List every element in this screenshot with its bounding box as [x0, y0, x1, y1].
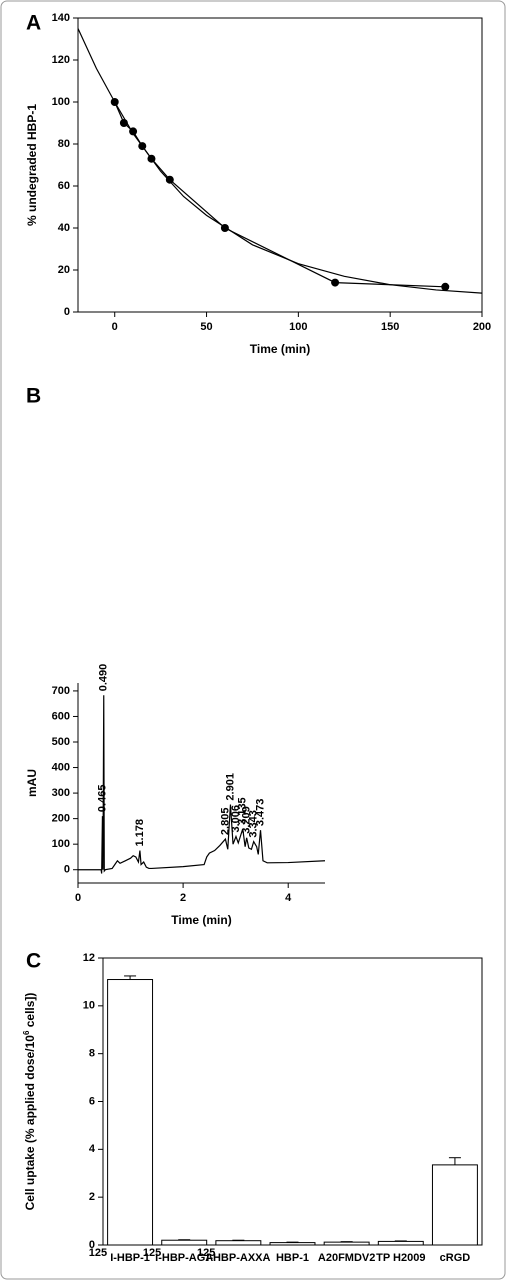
y-tick-label: 400	[52, 761, 70, 773]
y-tick-label: 100	[52, 838, 70, 850]
y-tick-label: 4	[89, 1143, 96, 1155]
y-tick-label: 20	[58, 264, 70, 276]
y-tick-label: 60	[58, 180, 70, 192]
y-tick-label: 140	[52, 12, 70, 24]
data-point	[441, 282, 450, 291]
y-tick-label: 600	[52, 710, 70, 722]
x-tick-label: TP H2009	[376, 1252, 425, 1264]
x-tick-label: A20FMDV2	[318, 1252, 375, 1264]
peak-label: 0.465	[96, 785, 108, 813]
x-tick-label: 50	[200, 321, 212, 333]
bar	[215, 1240, 262, 1246]
x-tick-label: I-HBP-1	[110, 1252, 150, 1264]
x-tick-label: HBP-1	[276, 1252, 309, 1264]
x-tick-label: 100	[289, 321, 307, 333]
y-tick-label: 10	[83, 1000, 95, 1012]
y-tick-label: 200	[52, 813, 70, 825]
data-line	[77, 28, 483, 294]
peak-label: 3.135	[237, 797, 249, 825]
y-tick-label: 80	[58, 138, 70, 150]
bar	[431, 1164, 478, 1246]
y-tick-label: 0	[64, 864, 70, 876]
x-tick-label: 4	[285, 892, 292, 904]
x-tick-superscript: 125	[197, 1247, 215, 1259]
y-tick-label: 0	[64, 306, 70, 318]
y-tick-label: 500	[52, 736, 70, 748]
y-tick-label: 8	[89, 1048, 95, 1060]
x-tick-label: 0	[112, 321, 118, 333]
y-tick-label: 40	[58, 222, 70, 234]
bar	[323, 1241, 370, 1246]
data-line	[78, 695, 326, 874]
bar	[161, 1239, 208, 1246]
y-tick-label: 300	[52, 787, 70, 799]
peak-label: 3.473	[254, 799, 266, 827]
y-tick-label: 0	[89, 1239, 95, 1251]
peak-label: 2.901	[224, 773, 236, 801]
x-tick-label: 2	[180, 892, 186, 904]
bar	[377, 1240, 424, 1246]
y-tick-label: 100	[52, 96, 70, 108]
x-tick-label: I-HBP-AXXA	[206, 1252, 270, 1264]
x-tick-label: 200	[473, 321, 491, 333]
bar	[107, 979, 154, 1246]
peak-label: 0.490	[98, 664, 110, 692]
panel-letter: C	[26, 950, 41, 973]
y-tick-label: 120	[52, 54, 70, 66]
bar	[269, 1242, 316, 1246]
y-tick-label: 6	[89, 1095, 95, 1107]
data-point	[165, 175, 174, 184]
x-tick-superscript: 125	[89, 1247, 107, 1259]
peak-label: 1.178	[134, 819, 146, 847]
y-axis-label-part: 6	[22, 1030, 31, 1035]
y-axis-label-part: Cell uptake (% applied dose/10	[23, 1035, 37, 1211]
peak-label: 3.006	[230, 805, 242, 833]
peak-label: 3.343	[248, 810, 260, 838]
y-axis-label-part: cells])	[23, 993, 37, 1031]
x-tick-label: cRGD	[440, 1252, 471, 1264]
x-axis-label: Time (min)	[171, 913, 231, 927]
y-tick-label: 12	[83, 952, 95, 964]
y-axis-label: mAU	[25, 769, 39, 797]
x-tick-label: 150	[381, 321, 399, 333]
panel-letter: A	[26, 12, 41, 35]
x-tick-superscript: 125	[143, 1247, 161, 1259]
plot-frame	[77, 17, 483, 313]
peak-label: 3.209	[241, 806, 253, 834]
peak-label: 2.805	[219, 808, 231, 836]
y-tick-label: 700	[52, 685, 70, 697]
y-tick-label: 2	[89, 1191, 95, 1203]
data-point	[331, 278, 340, 287]
x-axis-label: Time (min)	[250, 342, 310, 356]
x-tick-label: 0	[75, 892, 81, 904]
panel-letter: B	[26, 385, 41, 408]
y-axis-label: Cell uptake (% applied dose/106 cells])	[22, 993, 38, 1211]
x-tick-label: I-HBP-AGA	[155, 1252, 213, 1264]
y-axis-label: % undegraded HBP-1	[25, 104, 39, 226]
